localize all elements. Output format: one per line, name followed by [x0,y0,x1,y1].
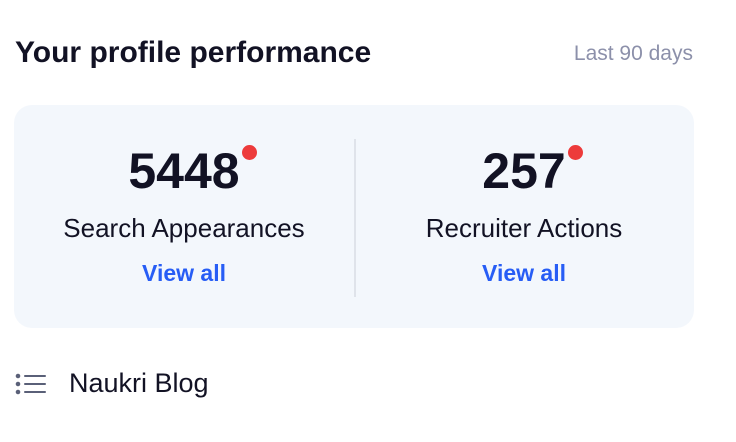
stat: 257 Recruiter Actions View all [354,105,694,287]
stat-number: 5448 [128,143,240,199]
blog-label[interactable]: Naukri Blog [69,368,209,398]
stat-value: 5448 [128,143,257,199]
stat-label: Recruiter Actions [425,213,623,243]
divider [354,139,356,297]
view-all-link[interactable]: View all [142,260,226,286]
title: Your profile performance [15,36,372,69]
list-icon [15,373,46,394]
blog-link[interactable]: Naukri Blog [15,368,209,399]
performance-card: 5448 Search Appearances View all 257 Rec… [14,105,694,328]
stat: 5448 Search Appearances View all [14,105,354,287]
stat-value: 257 [482,143,583,199]
view-all-link[interactable]: View all [482,260,566,286]
notification-dot [241,145,257,160]
period: Last 90 days [573,42,693,65]
stat-label: Search Appearances [63,213,305,243]
notification-dot [567,145,583,160]
stat-number: 257 [482,143,566,199]
